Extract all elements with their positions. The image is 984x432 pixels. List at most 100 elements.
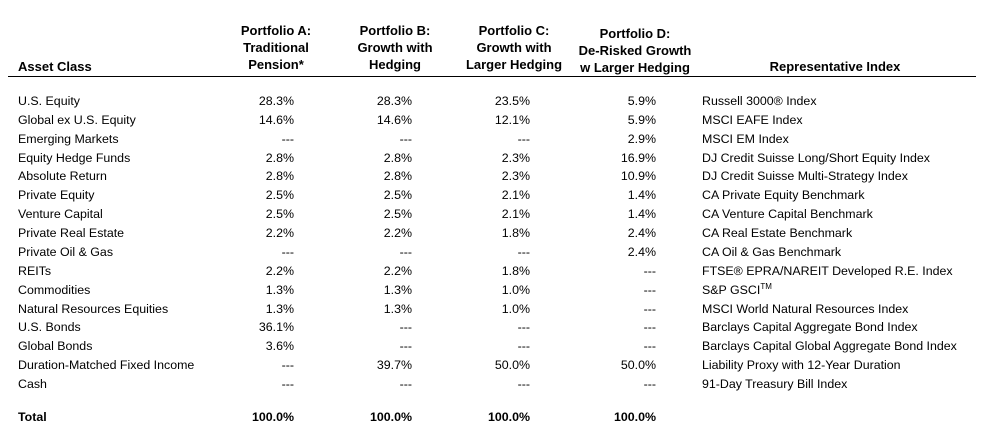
header-asset-class: Asset Class [18, 58, 92, 75]
index-cell: MSCI World Natural Resources Index [702, 302, 909, 316]
portfolio-b-total: 100.0% [369, 410, 412, 424]
portfolio-b-cell: 2.8% [383, 151, 412, 165]
asset-class-cell: Equity Hedge Funds [18, 151, 131, 165]
portfolio-c-cell: 2.3% [501, 169, 530, 183]
portfolio-d-cell: --- [643, 377, 656, 391]
header-portfolio-a: Portfolio A: Traditional Pension* [226, 22, 326, 73]
portfolio-b-cell: 2.2% [383, 226, 412, 240]
header-portfolio-c-line3: Larger Hedging [465, 57, 563, 72]
header-portfolio-b-line3: Hedging [369, 57, 421, 72]
portfolio-d-cell: 2.9% [627, 132, 656, 146]
index-cell: DJ Credit Suisse Multi-Strategy Index [702, 169, 908, 183]
index-cell: CA Private Equity Benchmark [702, 188, 865, 202]
portfolio-b-cell: 2.2% [383, 264, 412, 278]
portfolio-b-cell: 2.5% [383, 188, 412, 202]
index-cell: Barclays Capital Aggregate Bond Index [702, 320, 918, 334]
table-row: Venture Capital 2.5% 2.5% 2.1% 1.4% CA V… [0, 205, 984, 224]
portfolio-c-cell: --- [517, 339, 530, 353]
index-cell: FTSE® EPRA/NAREIT Developed R.E. Index [702, 264, 953, 278]
portfolio-a-cell: --- [281, 377, 294, 391]
portfolio-a-cell: 3.6% [265, 339, 294, 353]
table-row: U.S. Equity 28.3% 28.3% 23.5% 5.9% Russe… [0, 92, 984, 111]
header-portfolio-d-line1: Portfolio D: [599, 26, 671, 41]
portfolio-d-cell: --- [643, 339, 656, 353]
portfolio-c-total: 100.0% [487, 410, 530, 424]
portfolio-a-cell: 2.2% [265, 264, 294, 278]
index-cell-text: S&P GSCI [702, 283, 761, 297]
portfolio-a-cell: 2.8% [265, 169, 294, 183]
portfolio-b-cell: 28.3% [376, 94, 412, 108]
portfolio-b-cell: 1.3% [383, 302, 412, 316]
asset-class-cell: U.S. Equity [18, 94, 80, 108]
index-cell: CA Venture Capital Benchmark [702, 207, 873, 221]
index-cell: MSCI EM Index [702, 132, 789, 146]
portfolio-c-cell: --- [517, 320, 530, 334]
table-row: Equity Hedge Funds 2.8% 2.8% 2.3% 16.9% … [0, 149, 984, 168]
index-cell: MSCI EAFE Index [702, 113, 803, 127]
asset-class-cell: Duration-Matched Fixed Income [18, 358, 195, 372]
asset-class-cell: Absolute Return [18, 169, 107, 183]
index-cell: Russell 3000® Index [702, 94, 817, 108]
header-divider [8, 76, 976, 77]
portfolio-c-cell: 1.0% [501, 283, 530, 297]
portfolio-b-cell: --- [399, 245, 412, 259]
table-row: Private Real Estate 2.2% 2.2% 1.8% 2.4% … [0, 224, 984, 243]
asset-class-cell: Natural Resources Equities [18, 302, 169, 316]
portfolio-d-cell: 1.4% [627, 207, 656, 221]
portfolio-a-cell: 2.8% [265, 151, 294, 165]
portfolio-b-cell: 2.5% [383, 207, 412, 221]
table-row: Global ex U.S. Equity 14.6% 14.6% 12.1% … [0, 111, 984, 130]
table-row: Emerging Markets --- --- --- 2.9% MSCI E… [0, 130, 984, 149]
portfolio-b-cell: 14.6% [376, 113, 412, 127]
portfolio-d-total: 100.0% [613, 410, 656, 424]
portfolio-a-cell: 28.3% [258, 94, 294, 108]
portfolio-c-cell: 12.1% [494, 113, 530, 127]
table-row: U.S. Bonds 36.1% --- --- --- Barclays Ca… [0, 318, 984, 337]
asset-class-cell: Private Equity [18, 188, 95, 202]
header-portfolio-a-line1: Portfolio A: [240, 23, 312, 38]
header-portfolio-c-line2: Growth with [476, 40, 552, 55]
index-cell: CA Oil & Gas Benchmark [702, 245, 842, 259]
header-representative-index: Representative Index [740, 58, 930, 75]
portfolio-b-cell: 39.7% [376, 358, 412, 372]
total-row: Total 100.0% 100.0% 100.0% 100.0% [0, 408, 984, 427]
portfolio-c-cell: 1.8% [501, 226, 530, 240]
portfolio-a-cell: 1.3% [265, 283, 294, 297]
portfolio-d-cell: 50.0% [620, 358, 656, 372]
header-portfolio-b-line1: Portfolio B: [359, 23, 431, 38]
portfolio-c-cell: --- [517, 245, 530, 259]
index-cell: S&P GSCITM [702, 281, 772, 300]
asset-class-cell: U.S. Bonds [18, 320, 81, 334]
header-portfolio-a-line3: Pension* [248, 57, 304, 72]
portfolio-c-cell: 2.1% [501, 207, 530, 221]
portfolio-a-cell: 2.2% [265, 226, 294, 240]
portfolio-a-cell: 14.6% [258, 113, 294, 127]
portfolio-d-cell: 10.9% [620, 169, 656, 183]
portfolio-b-cell: --- [399, 132, 412, 146]
asset-class-cell: REITs [18, 264, 52, 278]
portfolio-d-cell: --- [643, 283, 656, 297]
portfolio-d-cell: --- [643, 302, 656, 316]
header-portfolio-d-line2: De-Risked Growth [578, 43, 692, 58]
asset-class-cell: Venture Capital [18, 207, 103, 221]
index-cell: DJ Credit Suisse Long/Short Equity Index [702, 151, 930, 165]
portfolio-c-cell: --- [517, 377, 530, 391]
table-row: Absolute Return 2.8% 2.8% 2.3% 10.9% DJ … [0, 167, 984, 186]
header-portfolio-d: Portfolio D: De-Risked Growth w Larger H… [570, 25, 700, 76]
portfolio-b-cell: --- [399, 320, 412, 334]
portfolio-d-cell: 5.9% [627, 94, 656, 108]
table-row: Duration-Matched Fixed Income --- 39.7% … [0, 356, 984, 375]
portfolio-b-cell: 2.8% [383, 169, 412, 183]
portfolio-a-total: 100.0% [251, 410, 294, 424]
portfolio-a-cell: --- [281, 132, 294, 146]
header-portfolio-c-line1: Portfolio C: [478, 23, 550, 38]
header-representative-index-label: Representative Index [769, 59, 901, 74]
portfolio-a-cell: 36.1% [258, 320, 294, 334]
index-cell: Liability Proxy with 12-Year Duration [702, 358, 901, 372]
portfolio-b-cell: --- [399, 377, 412, 391]
table-row: Private Equity 2.5% 2.5% 2.1% 1.4% CA Pr… [0, 186, 984, 205]
portfolio-c-cell: 2.1% [501, 188, 530, 202]
asset-class-cell: Private Real Estate [18, 226, 125, 240]
portfolio-c-cell: 23.5% [494, 94, 530, 108]
asset-class-cell: Emerging Markets [18, 132, 119, 146]
